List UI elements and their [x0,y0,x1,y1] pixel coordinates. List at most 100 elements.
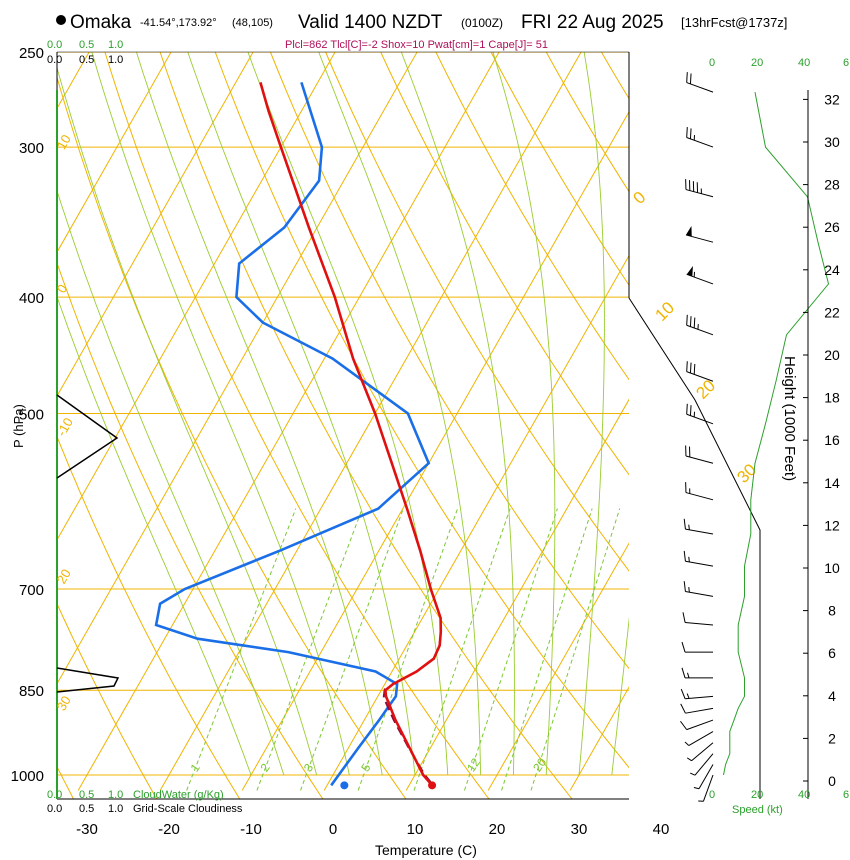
x-tick-label: 0 [329,821,337,838]
wind-barb [681,641,713,653]
dry-adiabat [159,52,573,799]
dry-adiabat [57,75,407,799]
isotherm-line [241,110,629,791]
wind-profile [680,72,830,802]
wind-barb [683,581,714,597]
wind-barb-full [689,405,692,416]
mixing-ratio-line [530,508,621,791]
wind-barb-shaft [686,324,714,336]
mixing-ratio-line [300,508,404,791]
wind-barb-half [688,556,690,563]
x-axis-label: Temperature (C) [375,842,477,858]
cloud-scale-top-green-1: 0.5 [79,39,94,51]
wind-barb-full [693,363,696,375]
isotherm-line [77,52,500,791]
dry-adiabat [380,52,629,476]
wind-barb [686,265,714,285]
cloud-scale-bottom-green-1: 0.5 [79,789,94,801]
cloud-scale-top-1: 0.5 [79,54,94,66]
wind-barb [680,688,714,700]
x-tick-label: 30 [571,821,588,838]
cloud-scale-bottom-1: 0.5 [79,803,94,815]
wind-barb-flag [686,265,693,277]
wind-barb [698,774,714,802]
station-coords: -41.54°,173.92° [140,17,217,29]
height-tick-label: 20 [824,347,840,363]
height-tick-label: 12 [824,517,840,533]
wind-barb-shaft [686,82,714,93]
wind-barb [686,403,714,425]
moist-adiabat [400,52,515,776]
p-tick-label: 500 [19,407,44,424]
wind-barb-shaft [702,774,714,802]
station-name: Omaka [70,12,132,33]
wind-barb-shaft [686,273,714,285]
mixing-ratio-label: 3 [301,761,316,775]
wind-barb-full [680,720,688,730]
wind-barb [685,226,714,243]
height-tick-label: 14 [824,475,840,491]
wind-barb [693,764,714,790]
p-tick-label: 250 [19,45,44,62]
background-grid: 1 2 3 5 12 20 [0,52,850,799]
height-tick-label: 26 [824,219,840,235]
x-tick-label: -10 [240,821,262,838]
surface-temperature-dot [428,781,437,790]
height-tick-label: 0 [828,773,836,789]
wind-speed-line [723,92,830,776]
height-tick-label: 24 [824,262,840,278]
parcel-line [382,683,432,784]
isotherm-line [57,52,418,685]
p-tick-label: 1000 [11,768,44,785]
wind-barb-half [684,741,690,746]
wind-barb-shaft [685,455,714,464]
dry-adiabat [57,602,158,799]
wind-barb-shaft [685,591,714,597]
valid-time: Valid 1400 NZDT [298,12,443,33]
x-tick-label: -20 [158,821,180,838]
height-tick-label: 6 [828,645,836,661]
dry-adiabat [269,52,629,670]
x-tick-label: 10 [407,821,424,838]
moist-adiabat [492,52,556,776]
height-tick-label: 32 [824,91,840,107]
wind-barb-half [690,772,696,776]
wind-barb-full [689,128,692,139]
wind-barb-full [689,362,692,374]
wind-barb-full [682,612,686,623]
wind-barb-half [687,672,690,678]
wind-barb-full [680,688,686,699]
mixing-ratio-line [186,508,297,791]
wind-barb [686,314,714,336]
isotherm-line [652,52,850,790]
wind-barb-full [680,703,686,714]
moist-adiabat [578,52,605,776]
isotherm-line [0,52,7,790]
wind-barb-shaft [685,695,714,700]
wind-top-tick-1: 20 [751,57,763,69]
wind-barb-shaft [686,413,714,425]
cloud-scale-bottom-2: 1.0 [108,803,123,815]
wind-barb-full [686,403,688,415]
cloudwater-label: CloudWater (g/Kg) [133,789,224,801]
wind-barb-shaft [685,492,714,501]
wind-barb-half [686,757,692,762]
cloudiness-upper [56,394,119,479]
wind-barb [685,482,714,501]
surface-dewpoint-dot [340,781,349,790]
wind-barb-shaft [688,731,714,746]
wind-barb-full [686,361,688,372]
wind-top-tick-0: 0 [709,57,715,69]
wind-top-aux-tick: 6 [843,57,849,69]
wind-top-tick-2: 40 [798,57,810,69]
wind-barb-full [683,518,686,530]
wind-barb-shaft [686,371,714,382]
cloud-scale-bottom-0: 0.0 [47,803,62,815]
dry-adiabat [435,52,629,381]
sounding-profiles [154,82,443,790]
wind-barb [685,179,714,198]
cloud-scale-top-0: 0.0 [47,54,62,66]
dry-adiabat [57,261,324,799]
